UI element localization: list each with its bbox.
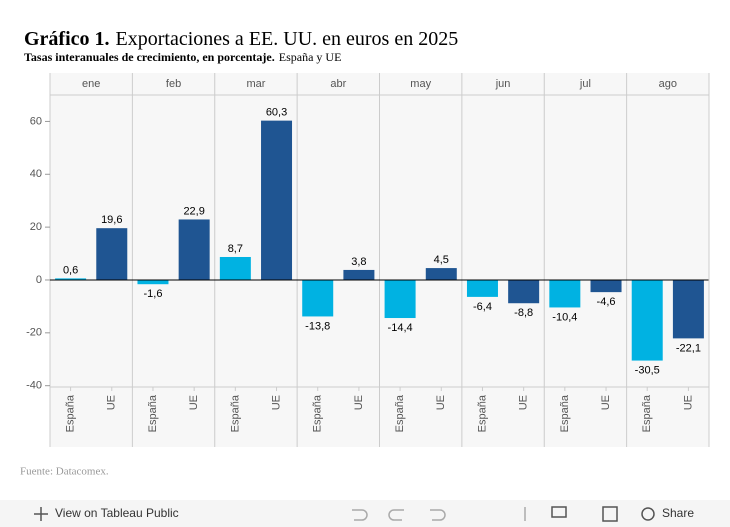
y-tick-label: -40	[26, 380, 42, 392]
x-tick-label: mar	[246, 78, 265, 90]
value-label: -4,6	[597, 296, 616, 308]
view-link[interactable]: View on Tableau Public	[55, 506, 179, 520]
y-tick-label: 20	[30, 221, 42, 233]
series-label: UE	[353, 395, 365, 410]
subtitle-line: Tasas interanuales de crecimiento, en po…	[24, 50, 341, 64]
subtitle: España y UE	[279, 50, 342, 64]
value-label: -30,5	[635, 364, 660, 376]
bar	[343, 269, 375, 280]
download-icon[interactable]	[551, 506, 567, 518]
bar	[96, 228, 128, 280]
bar	[261, 120, 293, 280]
bar	[631, 279, 663, 361]
y-tick-label: 60	[30, 115, 42, 127]
bar	[549, 279, 581, 308]
value-label: 0,6	[63, 264, 78, 276]
x-tick-label: ago	[659, 78, 677, 90]
series-label: UE	[682, 395, 694, 410]
source: Fuente: Datacomex.	[20, 466, 109, 478]
series-label: España	[312, 394, 324, 432]
series-label: UE	[188, 395, 200, 410]
x-tick-label: feb	[166, 78, 181, 90]
share-icon[interactable]	[641, 507, 655, 521]
subtitle-prefix: Tasas interanuales de crecimiento, en po…	[24, 50, 275, 64]
series-label: UE	[518, 395, 530, 410]
series-label: España	[65, 394, 77, 432]
series-label: España	[476, 394, 488, 432]
value-label: 60,3	[266, 107, 287, 119]
redo-icon[interactable]	[388, 509, 404, 521]
x-tick-label: jul	[579, 78, 591, 90]
x-tick-label: ene	[82, 78, 100, 90]
bar	[178, 219, 210, 280]
x-tick-label: abr	[330, 78, 346, 90]
value-label: 3,8	[351, 256, 366, 268]
revert-icon[interactable]	[430, 509, 446, 521]
y-tick-label: 0	[36, 274, 42, 286]
value-label: -1,6	[143, 288, 162, 300]
series-label: España	[147, 394, 159, 432]
value-label: -8,8	[514, 307, 533, 319]
series-label: UE	[600, 395, 612, 410]
value-label: -22,1	[676, 342, 701, 354]
series-label: UE	[435, 395, 447, 410]
bar	[425, 268, 457, 280]
chart-title: Exportaciones a EE. UU. en euros en 2025	[116, 28, 459, 50]
bar	[508, 279, 540, 304]
series-label: UE	[106, 395, 118, 410]
value-label: 4,5	[434, 254, 449, 266]
bar	[672, 279, 704, 339]
series-label: España	[641, 394, 653, 432]
value-label: -10,4	[552, 311, 577, 323]
bar	[466, 279, 498, 297]
value-label: 19,6	[101, 214, 122, 226]
x-tick-label: jun	[495, 78, 511, 90]
y-tick-label: -20	[26, 327, 42, 339]
x-tick-label: may	[410, 78, 431, 90]
value-label: -13,8	[305, 320, 330, 332]
toolbar-icons	[352, 506, 655, 522]
title-prefix: Gráfico 1.	[24, 28, 110, 50]
bar	[55, 278, 87, 280]
fullscreen-icon[interactable]	[602, 506, 618, 522]
series-label: UE	[270, 395, 282, 410]
bar	[302, 279, 334, 317]
undo-icon[interactable]	[352, 509, 368, 521]
series-label: España	[559, 394, 571, 432]
y-tick-label: 40	[30, 168, 42, 180]
bar	[219, 256, 251, 280]
series-label: España	[394, 394, 406, 432]
bar	[384, 279, 416, 319]
value-label: -6,4	[473, 301, 492, 313]
toolbar	[0, 500, 730, 527]
series-label: España	[229, 394, 241, 432]
bar	[590, 279, 622, 293]
value-label: 8,7	[228, 243, 243, 255]
value-label: -14,4	[388, 322, 413, 334]
value-label: 22,9	[183, 205, 204, 217]
bar	[137, 279, 169, 285]
share-button[interactable]: Share	[662, 506, 694, 520]
chart-title-line: Gráfico 1. Exportaciones a EE. UU. en eur…	[24, 28, 458, 50]
tableau-icon[interactable]	[34, 507, 48, 521]
